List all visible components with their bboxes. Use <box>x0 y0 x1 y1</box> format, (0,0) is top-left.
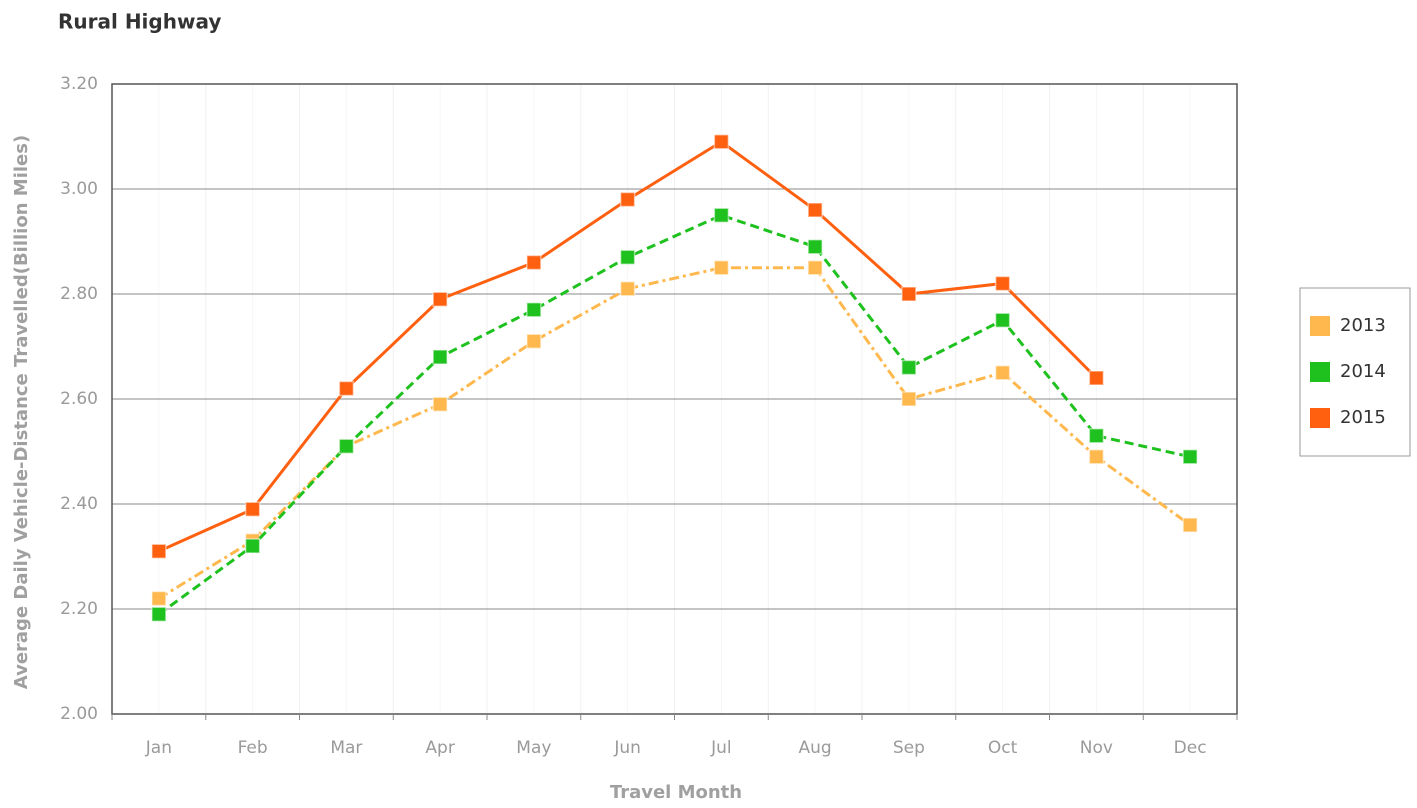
y-tick-label: 2.60 <box>60 389 98 409</box>
marker <box>526 333 542 349</box>
x-tick-label: Jul <box>710 738 732 758</box>
marker <box>432 291 448 307</box>
legend-swatch <box>1310 316 1330 336</box>
marker <box>338 438 355 454</box>
marker <box>807 202 823 218</box>
marker <box>432 349 448 365</box>
x-tick-label: Mar <box>330 738 362 758</box>
y-tick-label: 3.00 <box>60 179 98 199</box>
marker <box>901 391 917 407</box>
x-tick-label: Dec <box>1174 738 1207 758</box>
marker <box>151 543 167 559</box>
marker <box>526 254 542 271</box>
marker <box>1182 517 1198 533</box>
y-tick-label: 2.00 <box>60 704 98 724</box>
marker <box>713 207 730 223</box>
marker <box>994 312 1011 328</box>
marker <box>619 281 636 297</box>
marker <box>244 538 261 554</box>
x-tick-label: Apr <box>425 738 454 758</box>
marker <box>807 260 823 276</box>
legend-label: 2013 <box>1340 315 1386 336</box>
marker <box>151 590 167 607</box>
marker <box>1088 428 1105 444</box>
chart-title: Rural Highway <box>58 10 221 34</box>
marker <box>151 606 167 622</box>
y-tick-label: 3.20 <box>60 74 98 94</box>
marker <box>713 134 730 150</box>
marker <box>807 239 823 255</box>
marker <box>1182 449 1198 465</box>
marker <box>994 275 1011 292</box>
series-line <box>157 213 1191 616</box>
marker <box>244 501 261 517</box>
y-tick-label: 2.20 <box>60 599 98 619</box>
x-tick-label: Nov <box>1080 738 1113 758</box>
legend-swatch <box>1310 408 1330 428</box>
y-tick-label: 2.40 <box>60 494 98 514</box>
marker <box>901 359 917 376</box>
marker <box>338 380 355 397</box>
marker <box>901 286 917 302</box>
x-tick-label: Feb <box>238 738 268 758</box>
marker <box>432 396 448 412</box>
marker <box>994 365 1011 381</box>
x-tick-label: Sep <box>893 738 925 758</box>
legend-swatch <box>1310 362 1330 382</box>
series-line <box>158 266 1192 600</box>
y-axis-title: Average Daily Vehicle-Distance Travelled… <box>11 135 32 689</box>
x-axis-title: Travel Month <box>610 782 742 803</box>
x-tick-label: May <box>516 738 551 758</box>
x-tick-label: Jan <box>145 738 172 758</box>
legend-label: 2015 <box>1340 407 1386 428</box>
legend-label: 2014 <box>1340 361 1386 382</box>
x-tick-label: Aug <box>799 738 832 758</box>
y-tick-label: 2.80 <box>60 284 98 304</box>
marker <box>619 191 636 208</box>
marker <box>713 260 730 276</box>
marker <box>1088 370 1105 386</box>
x-tick-label: Jun <box>613 738 641 758</box>
marker <box>526 302 542 318</box>
x-tick-label: Oct <box>988 738 1018 758</box>
marker <box>1088 449 1105 465</box>
marker <box>619 249 636 265</box>
